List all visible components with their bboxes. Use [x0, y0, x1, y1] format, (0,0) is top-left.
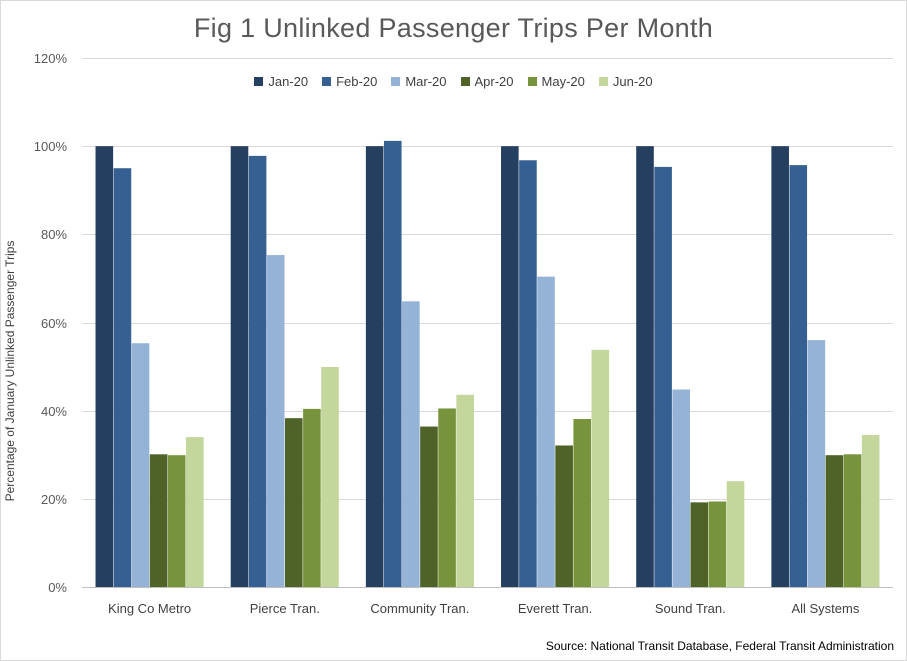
- bar-5-3: [825, 455, 844, 587]
- x-category-label-5: All Systems: [791, 601, 859, 616]
- bar-1-4: [303, 408, 321, 587]
- bar-0-2: [131, 343, 150, 587]
- bar-4-0: [636, 146, 654, 588]
- bar-1-0: [230, 146, 249, 588]
- bar-2-2: [402, 301, 420, 587]
- x-category-label-0: King Co Metro: [108, 601, 191, 616]
- y-tick-label-3: 60%: [41, 316, 67, 331]
- legend-item-3: Apr-20: [460, 74, 514, 89]
- bar-2-0: [365, 146, 384, 588]
- bar-0-0: [95, 146, 114, 588]
- legend-label-4: May-20: [541, 74, 585, 89]
- bar-5-2: [807, 340, 826, 587]
- bar-2-3: [420, 426, 438, 587]
- y-tick-label-4: 80%: [41, 227, 67, 242]
- bar-1-2: [266, 255, 285, 588]
- legend-item-4: May-20: [527, 74, 585, 89]
- x-category-label-2: Community Tran.: [370, 601, 469, 616]
- legend-item-5: Jun-20: [598, 74, 653, 89]
- bar-2-1: [383, 140, 402, 587]
- legend-item-1: Feb-20: [322, 74, 377, 89]
- legend-label-0: Jan-20: [268, 74, 309, 89]
- chart-title: Fig 1 Unlinked Passenger Trips Per Month: [193, 13, 714, 43]
- legend-swatch-2: [391, 77, 401, 86]
- bar-4-5: [726, 481, 745, 587]
- x-category-label-4: Sound Tran.: [655, 601, 726, 616]
- bar-4-3: [690, 502, 709, 587]
- legend-swatch-3: [460, 77, 470, 86]
- legend-label-1: Feb-20: [336, 74, 378, 89]
- legend-item-2: Mar-20: [391, 74, 447, 89]
- bar-5-0: [771, 146, 789, 588]
- bar-2-5: [456, 394, 474, 587]
- bar-1-1: [248, 155, 267, 587]
- y-tick-label-1: 20%: [41, 492, 67, 507]
- y-tick-label-5: 100%: [34, 139, 68, 154]
- legend-swatch-1: [322, 77, 332, 86]
- legend-swatch-5: [598, 77, 608, 86]
- bar-3-0: [501, 146, 519, 588]
- y-tick-label-0: 0%: [48, 580, 67, 595]
- legend-swatch-4: [527, 77, 537, 86]
- bar-3-4: [573, 419, 592, 587]
- bar-0-3: [149, 454, 168, 587]
- bar-3-2: [537, 276, 555, 587]
- legend-item-0: Jan-20: [254, 74, 308, 89]
- chart-legend: Jan-20 Feb-20 Mar-20 Apr-20 May-20 Jun-20: [1, 74, 906, 89]
- bar-1-5: [321, 367, 339, 587]
- bar-5-4: [843, 454, 862, 587]
- y-tick-label-2: 40%: [41, 404, 67, 419]
- legend-label-2: Mar-20: [405, 74, 447, 89]
- bar-5-5: [861, 434, 880, 587]
- bar-3-1: [519, 160, 537, 587]
- legend-label-3: Apr-20: [474, 74, 514, 89]
- x-category-label-1: Pierce Tran.: [250, 601, 320, 616]
- bar-0-4: [167, 455, 186, 587]
- bar-0-1: [113, 168, 132, 587]
- x-category-label-3: Everett Tran.: [518, 601, 592, 616]
- bar-5-1: [789, 165, 808, 587]
- bar-2-4: [438, 408, 456, 587]
- bar-4-2: [672, 389, 690, 587]
- bar-1-3: [285, 418, 303, 587]
- legend-label-5: Jun-20: [612, 74, 653, 89]
- legend-swatch-0: [254, 77, 264, 86]
- bar-4-1: [654, 166, 672, 587]
- bar-4-4: [708, 501, 727, 587]
- source-note: Source: National Transit Database, Feder…: [545, 639, 894, 653]
- bar-3-3: [555, 445, 573, 587]
- y-tick-label-6: 120%: [34, 51, 68, 66]
- bar-0-5: [186, 437, 204, 587]
- bar-3-5: [591, 349, 610, 587]
